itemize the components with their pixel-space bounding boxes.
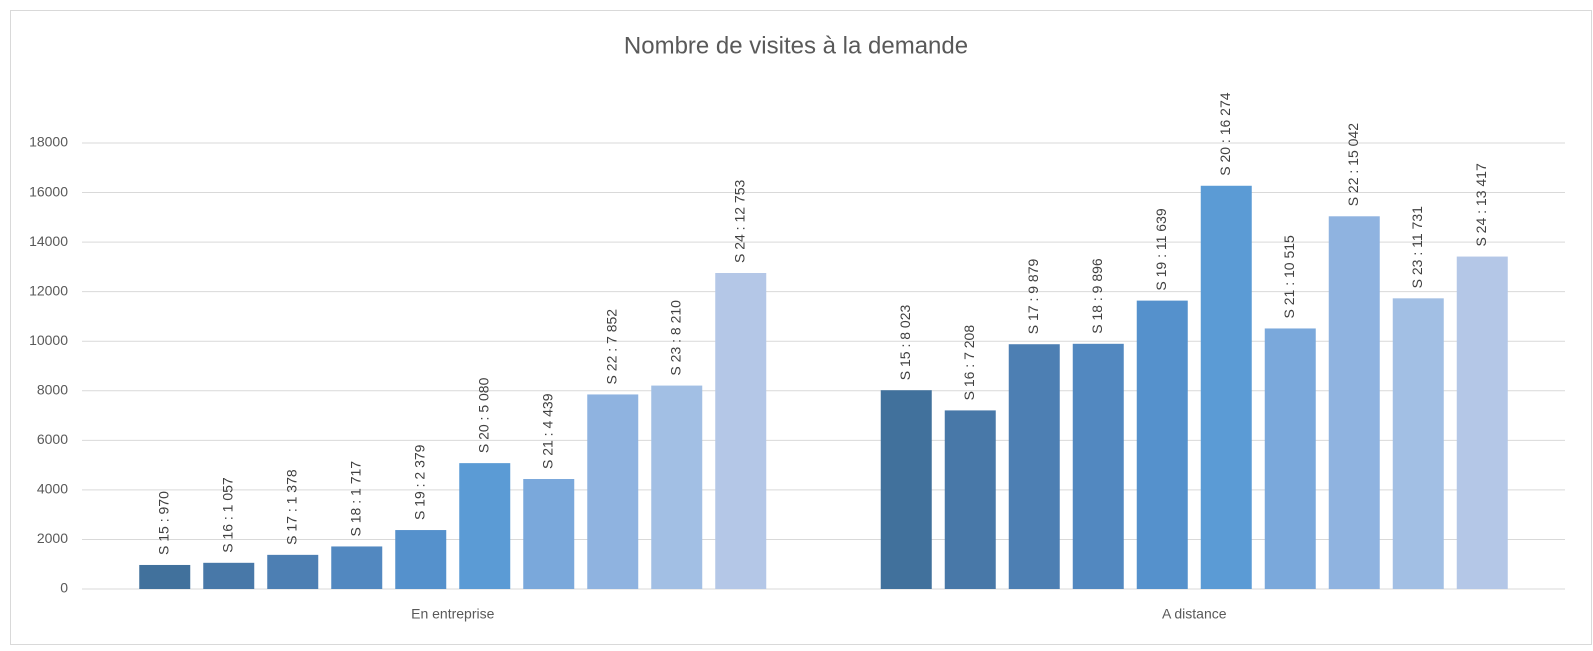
y-tick-label: 2000 — [37, 530, 68, 546]
y-tick-label: 6000 — [37, 431, 68, 447]
data-label: S 17 : 1 378 — [283, 469, 299, 545]
bar — [1264, 328, 1316, 589]
data-label: S 20 : 5 080 — [475, 377, 491, 453]
bar — [203, 562, 255, 589]
y-tick-label: 0 — [60, 580, 68, 596]
data-label: S 24 : 13 417 — [1473, 163, 1489, 247]
y-tick-label: 16000 — [29, 183, 68, 199]
bar — [587, 394, 639, 589]
data-label: S 23 : 8 210 — [667, 300, 683, 376]
data-label: S 22 : 15 042 — [1345, 123, 1361, 207]
data-label: S 24 : 12 753 — [731, 180, 747, 264]
bar — [267, 554, 319, 589]
bar — [459, 463, 511, 589]
y-tick-label: 18000 — [29, 134, 68, 150]
bar — [651, 385, 703, 589]
y-tick-label: 14000 — [29, 233, 68, 249]
data-label: S 15 : 970 — [155, 491, 171, 555]
data-label: S 22 : 7 852 — [603, 309, 619, 385]
data-label: S 16 : 1 057 — [219, 477, 235, 553]
chart-title: Nombre de visites à la demande — [624, 32, 968, 59]
bar — [1008, 344, 1060, 589]
data-label: S 18 : 1 717 — [347, 461, 363, 537]
data-label: S 19 : 11 639 — [1153, 208, 1169, 290]
bar — [1456, 256, 1508, 589]
x-tick-label: En entreprise — [411, 606, 494, 622]
y-tick-label: 4000 — [37, 481, 68, 497]
data-label: S 23 : 11 731 — [1409, 206, 1425, 288]
bar — [1136, 300, 1188, 589]
bar — [139, 564, 191, 589]
y-tick-label: 12000 — [29, 282, 68, 298]
data-label: S 18 : 9 896 — [1089, 258, 1105, 334]
data-label: S 21 : 10 515 — [1281, 235, 1297, 319]
data-label: S 19 : 2 379 — [411, 444, 427, 520]
chart-frame — [10, 10, 1592, 645]
bar — [880, 390, 932, 589]
bar — [395, 530, 447, 589]
data-label: S 16 : 7 208 — [961, 325, 977, 401]
bar — [523, 479, 575, 589]
bar — [944, 410, 996, 589]
bar — [1392, 298, 1444, 589]
bar — [1328, 216, 1380, 589]
y-tick-label: 8000 — [37, 381, 68, 397]
x-tick-label: A distance — [1162, 606, 1227, 622]
bar — [715, 273, 767, 589]
bar — [1072, 343, 1124, 589]
data-label: S 20 : 16 274 — [1217, 92, 1233, 176]
data-label: S 17 : 9 879 — [1025, 259, 1041, 335]
data-label: S 21 : 4 439 — [539, 393, 555, 469]
bar — [331, 546, 383, 589]
y-tick-label: 10000 — [29, 332, 68, 348]
data-label: S 15 : 8 023 — [897, 304, 913, 380]
bar — [1200, 185, 1252, 589]
